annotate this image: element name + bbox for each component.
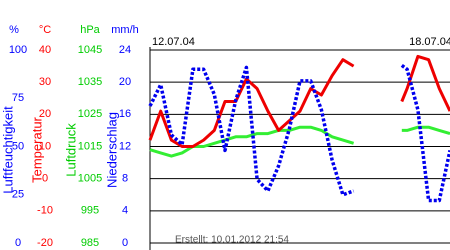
y-tick-label: 50	[12, 140, 24, 152]
axis-unit: %	[9, 24, 19, 36]
y-tick-label: 0	[15, 237, 21, 249]
y-tick-label: 1035	[78, 76, 102, 88]
y-tick-label: 1025	[78, 108, 102, 120]
x-tick-label: 18.07.04	[409, 36, 450, 48]
x-tick-label: 12.07.04	[152, 36, 195, 48]
y-tick-label: 1045	[78, 44, 102, 56]
y-tick-label: 75	[12, 92, 24, 104]
axis-unit: mm/h	[111, 24, 139, 36]
y-tick-label: 40	[39, 44, 51, 56]
y-tick-label: 4	[122, 205, 128, 217]
axis-label: Niederschlag	[104, 112, 119, 188]
y-tick-label: 20	[119, 76, 131, 88]
axis-label: Temperatur	[29, 116, 44, 182]
y-tick-label: 1005	[78, 173, 102, 185]
footer: Erstellt: 10.01.2012 21:54	[175, 235, 289, 246]
y-tick-label: 30	[39, 76, 51, 88]
y-tick-label: 1015	[78, 140, 102, 152]
y-tick-label: 25	[12, 189, 24, 201]
series-line	[149, 125, 450, 158]
axis-label: Luftdruck	[63, 123, 78, 177]
y-tick-label: 0	[42, 173, 48, 185]
y-tick-label: 12	[119, 140, 131, 152]
y-tick-label: 20	[39, 108, 51, 120]
series-line	[148, 63, 450, 203]
y-tick-label: 100	[9, 44, 27, 56]
axis-unit: °C	[39, 24, 51, 36]
y-tick-label: -10	[37, 205, 53, 217]
y-tick-label: 10	[39, 140, 51, 152]
series-line	[148, 54, 450, 148]
y-tick-label: 24	[119, 44, 131, 56]
y-tick-label: 8	[122, 173, 128, 185]
y-tick-label: -20	[37, 237, 53, 249]
y-tick-label: 0	[122, 237, 128, 249]
y-tick-label: 995	[81, 205, 99, 217]
y-tick-label: 16	[119, 108, 131, 120]
axis-label: Luftfeuchtigkeit	[0, 106, 15, 194]
axis-unit: hPa	[80, 24, 100, 36]
y-tick-label: 985	[81, 237, 99, 249]
